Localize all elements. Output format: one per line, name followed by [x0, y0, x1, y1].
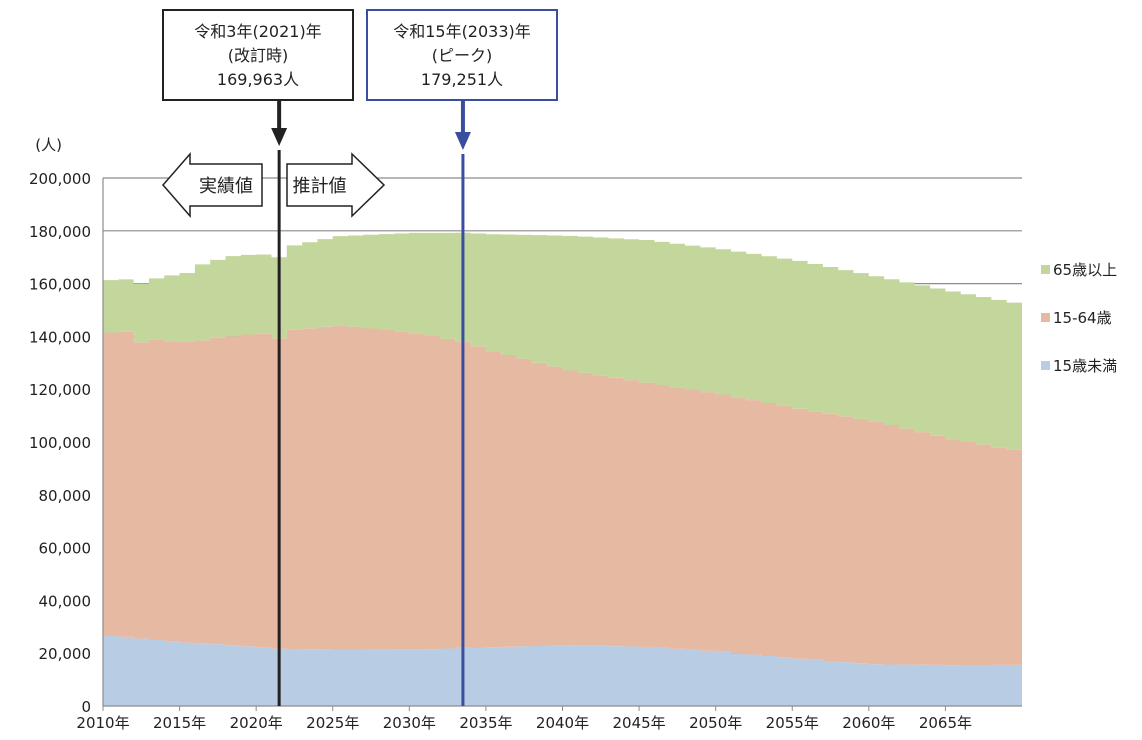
y-tick-label: 100,000: [29, 434, 91, 452]
annotation-text: (改訂時): [228, 46, 289, 65]
area-series: [103, 636, 1022, 706]
y-axis-title: (人): [35, 136, 62, 154]
annotation-text: (ピーク): [432, 46, 493, 65]
annotation-box: [162, 9, 354, 101]
y-tick-label: 140,000: [29, 328, 91, 346]
x-tick-label: 2015年: [153, 714, 206, 732]
x-tick-label: 2035年: [459, 714, 512, 732]
arrow-shape: [286, 152, 386, 218]
x-tick-label: 2060年: [842, 714, 895, 732]
annotation-box: [366, 9, 558, 101]
y-tick-label: 0: [81, 698, 91, 716]
y-tick-label: 60,000: [39, 540, 92, 558]
x-tick-label: 2020年: [230, 714, 283, 732]
x-tick-label: 2065年: [919, 714, 972, 732]
annotation-text: 169,963人: [217, 70, 299, 89]
annotation-text: 179,251人: [421, 70, 503, 89]
arrow-shape: [162, 151, 263, 219]
legend-label: 65歳以上: [1053, 261, 1117, 279]
y-tick-label: 120,000: [29, 381, 91, 399]
x-tick-label: 2050年: [689, 714, 742, 732]
x-tick-label: 2045年: [612, 714, 665, 732]
y-tick-label: 80,000: [39, 487, 92, 505]
x-tick-label: 2055年: [766, 714, 819, 732]
legend-label: 15歳未満: [1053, 357, 1117, 375]
legend-swatch: [1041, 361, 1050, 370]
legend-swatch: [1041, 265, 1050, 274]
y-tick-label: 160,000: [29, 276, 91, 294]
x-tick-label: 2040年: [536, 714, 589, 732]
x-tick-label: 2030年: [383, 714, 436, 732]
y-tick-label: 200,000: [29, 170, 91, 188]
area-series: [103, 325, 1022, 666]
annotation-text: 令和3年(2021)年: [194, 22, 321, 41]
legend-swatch: [1041, 313, 1050, 322]
arrow-label: 推計値: [293, 176, 347, 197]
y-tick-label: 20,000: [39, 645, 92, 663]
y-tick-label: 180,000: [29, 223, 91, 241]
marker-arrow-head: [271, 128, 288, 146]
area-series: [103, 232, 1022, 450]
annotation-text: 令和15年(2033)年: [393, 22, 531, 41]
y-tick-label: 40,000: [39, 592, 92, 610]
marker-arrow-head: [454, 132, 471, 150]
arrow-label: 実績値: [199, 176, 253, 197]
legend-label: 15-64歳: [1053, 309, 1112, 327]
x-tick-label: 2010年: [76, 714, 129, 732]
x-tick-label: 2025年: [306, 714, 359, 732]
